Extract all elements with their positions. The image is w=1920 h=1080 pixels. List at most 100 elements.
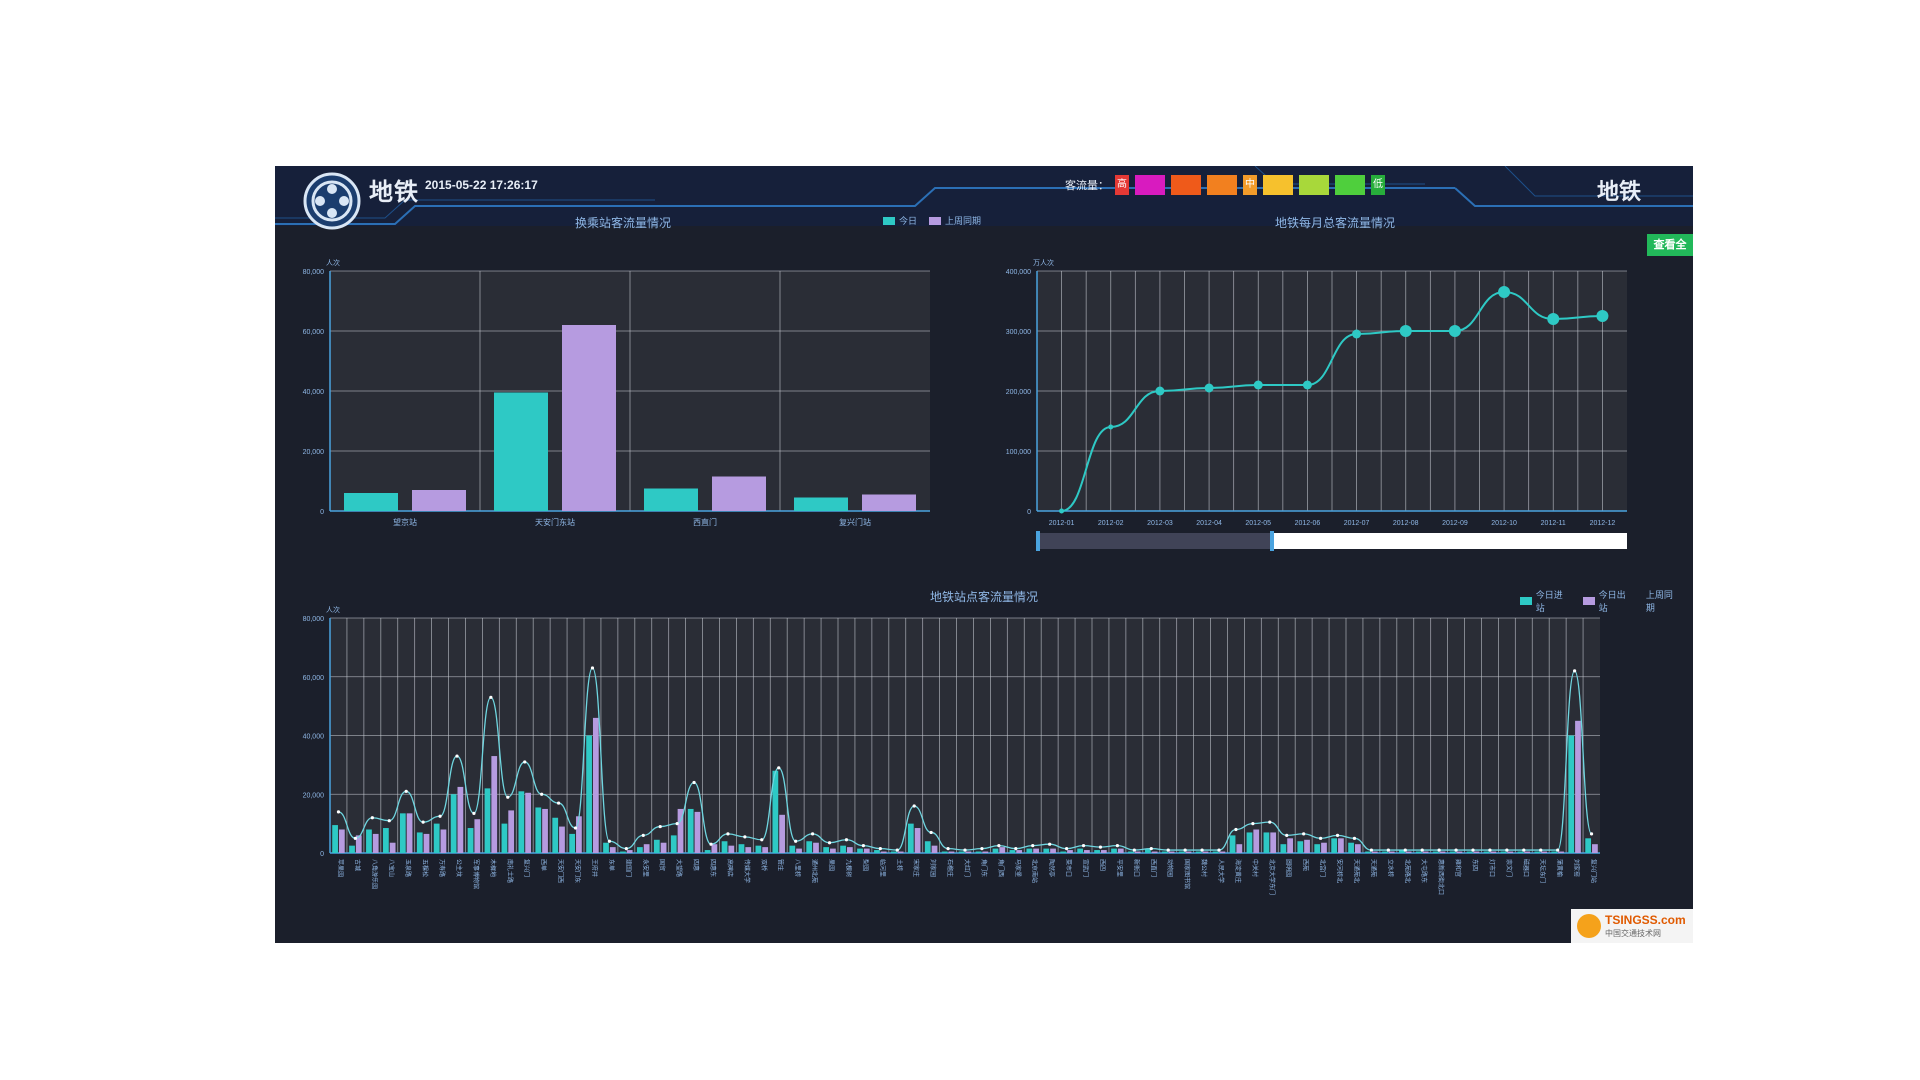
data-point bbox=[929, 830, 933, 835]
x-tick-label: 万寿路 bbox=[438, 859, 446, 877]
bar bbox=[1111, 848, 1117, 853]
data-point bbox=[1539, 848, 1543, 852]
bar bbox=[586, 735, 592, 853]
bar bbox=[891, 851, 897, 853]
bar bbox=[941, 851, 948, 853]
data-point bbox=[1589, 832, 1594, 836]
bar bbox=[406, 813, 413, 853]
x-tick-label: 王府井 bbox=[590, 859, 598, 877]
bar bbox=[762, 847, 769, 853]
bar bbox=[1371, 851, 1378, 853]
data-point bbox=[963, 848, 967, 852]
bar bbox=[687, 808, 694, 853]
data-point bbox=[1155, 386, 1165, 396]
x-tick-label: 安河桥北 bbox=[1336, 859, 1344, 883]
data-point bbox=[1268, 820, 1272, 824]
legend-swatch bbox=[1520, 597, 1532, 605]
y-tick-label: 20,000 bbox=[303, 792, 325, 799]
bar bbox=[569, 833, 576, 853]
data-point bbox=[1386, 848, 1390, 852]
x-tick-label: 崇文门 bbox=[1505, 859, 1513, 877]
bar bbox=[1382, 851, 1388, 853]
x-tick-label: 北京南站 bbox=[1031, 859, 1039, 883]
bar bbox=[1483, 851, 1490, 853]
x-tick-label: 2012-04 bbox=[1196, 520, 1222, 527]
bar bbox=[1202, 851, 1209, 853]
dashboard-screen: 地铁 2015-05-22 17:26:17 客流量： 高 中 低 地铁 换乘站客流… bbox=[275, 166, 1693, 943]
bar bbox=[1219, 851, 1226, 853]
bar bbox=[982, 851, 989, 853]
bar bbox=[1060, 851, 1067, 853]
data-point bbox=[1369, 848, 1373, 852]
bar bbox=[344, 493, 398, 511]
data-point bbox=[726, 832, 730, 836]
bar bbox=[840, 845, 846, 853]
bar bbox=[1280, 844, 1287, 853]
bar bbox=[467, 828, 474, 853]
bar bbox=[562, 325, 616, 511]
x-tick-label: 天安门东 bbox=[574, 859, 582, 883]
datetime-readout: 2015-05-22 17:26:17 bbox=[425, 178, 538, 192]
data-point bbox=[1573, 669, 1577, 673]
bar bbox=[518, 791, 525, 853]
bar bbox=[609, 847, 616, 853]
bar bbox=[1500, 851, 1507, 853]
zoom-slider-handle bbox=[1270, 531, 1274, 551]
x-tick-label: 复兴门站 bbox=[839, 517, 871, 526]
bar bbox=[1212, 851, 1219, 853]
bar bbox=[412, 490, 466, 511]
y-tick-label: 300,000 bbox=[1006, 329, 1031, 336]
bar bbox=[1263, 832, 1270, 853]
x-tick-label: 天安门西 bbox=[557, 859, 565, 883]
metro-logo-icon bbox=[303, 172, 361, 230]
bar bbox=[552, 817, 559, 853]
flow-level-swatch bbox=[1263, 175, 1293, 195]
bar bbox=[789, 845, 796, 853]
x-tick-label: 管庄 bbox=[777, 859, 785, 871]
x-tick-label: 东单 bbox=[607, 859, 615, 871]
bar bbox=[1524, 851, 1531, 853]
legend-label: 今日出站 bbox=[1598, 590, 1626, 613]
bar bbox=[1287, 838, 1293, 853]
y-tick-label: 60,000 bbox=[303, 675, 325, 682]
flow-level-swatch bbox=[1135, 175, 1165, 195]
flow-level-legend: 客流量： 高 中 低 bbox=[1065, 174, 1391, 196]
data-point bbox=[573, 826, 578, 830]
x-tick-label: 马家堡 bbox=[1014, 859, 1022, 877]
bar bbox=[1338, 838, 1344, 853]
flow-level-swatch: 高 bbox=[1115, 175, 1129, 195]
x-tick-label: 南礼士路 bbox=[506, 859, 514, 883]
x-tick-label: 建国门 bbox=[624, 859, 632, 877]
data-point bbox=[1253, 380, 1263, 390]
x-tick-label: 刘家窑 bbox=[1573, 859, 1581, 877]
bar bbox=[1077, 848, 1084, 853]
flow-level-swatch bbox=[1207, 175, 1237, 195]
data-point bbox=[1115, 844, 1119, 848]
bar bbox=[491, 756, 498, 853]
data-point bbox=[1420, 848, 1424, 852]
data-point bbox=[709, 842, 713, 846]
bar bbox=[355, 835, 362, 853]
x-tick-label: 大屯路东 bbox=[1420, 859, 1428, 883]
bar bbox=[620, 851, 626, 853]
x-tick-label: 永安里 bbox=[641, 859, 649, 877]
data-point bbox=[1448, 325, 1461, 337]
data-point bbox=[844, 838, 849, 842]
bar bbox=[1009, 850, 1016, 853]
data-point bbox=[980, 846, 984, 851]
x-tick-label: 2012-09 bbox=[1442, 520, 1468, 527]
x-tick-label: 九棵树 bbox=[844, 859, 852, 877]
bar bbox=[1575, 720, 1581, 853]
data-point bbox=[1547, 313, 1560, 325]
x-tick-label: 海淀黄庄 bbox=[1234, 859, 1242, 883]
bar bbox=[1246, 832, 1253, 853]
data-point bbox=[438, 814, 442, 818]
bar bbox=[576, 816, 582, 853]
bar bbox=[694, 811, 701, 853]
bar bbox=[1134, 851, 1141, 853]
bar bbox=[1585, 838, 1592, 853]
view-all-button[interactable]: 查看全 bbox=[1647, 234, 1693, 256]
y-tick-label: 80,000 bbox=[303, 616, 325, 623]
